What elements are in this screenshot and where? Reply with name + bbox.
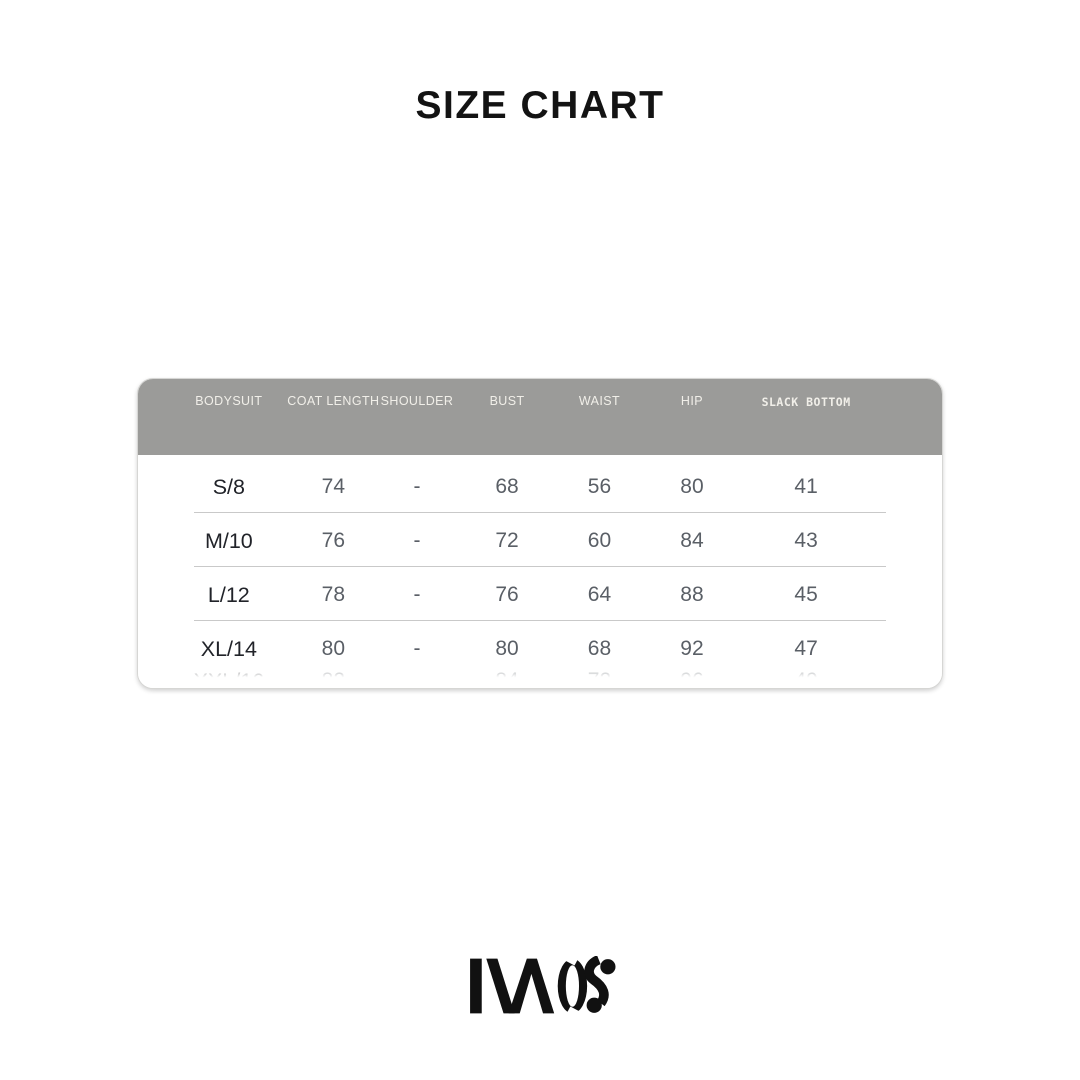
size-cell: XXL/16 <box>193 669 265 689</box>
kaos-logo <box>464 950 616 1022</box>
value-cell: 92 <box>680 637 704 660</box>
column-header: SHOULDER <box>380 394 454 408</box>
value-cell: 80 <box>321 637 346 660</box>
value-cell: 72 <box>587 669 612 689</box>
value-cell: 82 <box>321 669 346 689</box>
value-cell: 74 <box>321 475 346 498</box>
size-cell: S/8 <box>212 475 245 499</box>
value-cell: 76 <box>321 529 346 552</box>
value-cell: 78 <box>321 583 346 606</box>
value-cell: 68 <box>587 637 612 660</box>
value-cell: 41 <box>794 475 818 498</box>
column-header: BUST <box>489 394 525 408</box>
kaos-logo-icon <box>470 950 616 1022</box>
value-cell: 56 <box>587 475 612 498</box>
column-header: COAT LENGTH <box>287 394 380 408</box>
table-row: M/10 76 - 72 60 84 43 <box>138 514 942 568</box>
table-row: XXL/16 82 - 84 72 96 49 <box>138 654 942 689</box>
size-cell: XL/14 <box>200 637 257 661</box>
value-cell: - <box>413 583 421 606</box>
value-cell: - <box>413 637 421 660</box>
row-divider <box>194 512 886 513</box>
table-row: S/8 74 - 68 56 80 41 <box>138 460 942 514</box>
value-cell: 80 <box>680 475 704 498</box>
row-divider <box>194 620 886 621</box>
row-divider <box>194 566 886 567</box>
value-cell: 88 <box>680 583 704 606</box>
column-header: WAIST <box>578 394 621 408</box>
value-cell: 49 <box>794 669 818 689</box>
column-header: SLACK BOTTOM <box>761 395 851 409</box>
table-row: L/12 78 - 76 64 88 45 <box>138 568 942 622</box>
value-cell: 64 <box>587 583 612 606</box>
value-cell: 80 <box>495 637 519 660</box>
column-header: HIP <box>680 394 703 408</box>
size-cell: M/10 <box>204 529 253 553</box>
value-cell: - <box>413 475 421 498</box>
value-cell: 84 <box>495 669 519 689</box>
value-cell: 47 <box>794 637 818 660</box>
size-cell: L/12 <box>207 583 250 607</box>
value-cell: - <box>413 529 421 552</box>
value-cell: 43 <box>794 529 818 552</box>
column-header: BODYSUIT <box>195 394 263 408</box>
page-title: SIZE CHART <box>415 84 665 127</box>
value-cell: 68 <box>495 475 519 498</box>
value-cell: 72 <box>495 529 519 552</box>
value-cell: 60 <box>587 529 612 552</box>
table-header: BODYSUIT COAT LENGTH SHOULDER BUST WAIST HIP S… <box>138 379 942 455</box>
value-cell: 76 <box>495 583 519 606</box>
value-cell: 84 <box>680 529 704 552</box>
size-chart-card: BODYSUIT COAT LENGTH SHOULDER BUST WAIST HIP S… <box>137 378 943 689</box>
value-cell: - <box>413 669 421 689</box>
value-cell: 96 <box>680 669 704 689</box>
table-row: XL/14 80 - 80 68 92 47 <box>138 622 942 676</box>
value-cell: 45 <box>794 583 818 606</box>
